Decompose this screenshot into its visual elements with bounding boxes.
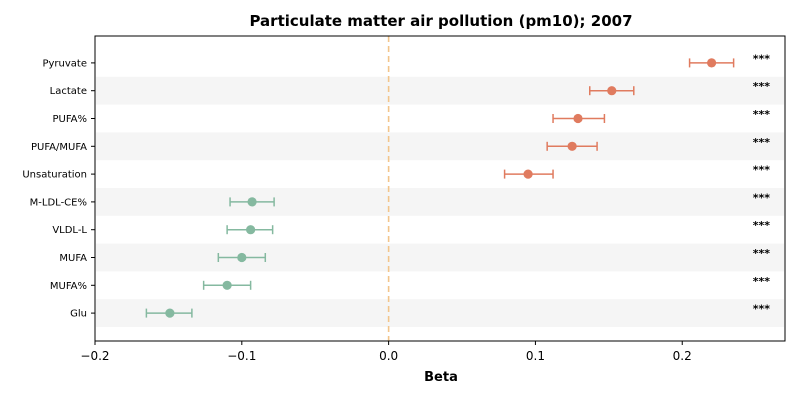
y-axis-tick-labels: Pyruvate Lactate PUFA% PUFA/MUFA Unsaturatio… (22, 58, 95, 320)
y-tick-label: MUFA (59, 253, 87, 264)
y-tick-label: Pyruvate (42, 58, 87, 69)
x-tick-label: −0.1 (227, 349, 256, 363)
estimate-vldl-l (226, 225, 274, 235)
estimate-unsaturation (503, 169, 554, 179)
x-tick-label: 0.0 (379, 349, 398, 363)
significance-label: *** (753, 275, 771, 288)
estimate-m-ldl-ce- (229, 197, 275, 207)
x-tick-label: 0.1 (526, 349, 545, 363)
estimate-lactate (588, 86, 635, 96)
estimate-pufa- (552, 113, 606, 124)
y-tick-label: M-LDL-CE% (30, 197, 87, 208)
estimate-pyruvate (688, 58, 735, 68)
row-stripe (96, 132, 784, 161)
estimate-markers (145, 58, 735, 318)
point-estimate (237, 252, 247, 263)
estimate-pufa-mufa (546, 141, 598, 151)
row-stripe (96, 243, 784, 272)
significance-label: *** (753, 247, 771, 260)
point-estimate (706, 58, 717, 68)
point-estimate (607, 86, 617, 96)
significance-label: *** (753, 303, 771, 316)
significance-label: *** (753, 164, 771, 177)
x-axis-ticks: −0.2 −0.1 0.0 0.1 0.2 (80, 341, 692, 363)
point-estimate (567, 141, 577, 151)
y-tick-label: Unsaturation (22, 170, 87, 181)
significance-label: *** (753, 108, 771, 121)
estimate-mufa- (202, 280, 252, 290)
row-stripe (96, 188, 784, 216)
y-tick-label: VLDL-L (52, 225, 87, 236)
y-tick-label: Lactate (50, 86, 87, 97)
chart-title: Particulate matter air pollution (pm10);… (249, 12, 632, 30)
y-tick-label: PUFA% (52, 114, 87, 125)
x-tick-label: −0.2 (80, 349, 109, 363)
significance-label: *** (753, 219, 771, 232)
x-tick-label: 0.2 (673, 349, 692, 363)
y-tick-label: Glu (70, 309, 87, 320)
estimate-mufa (217, 252, 267, 263)
point-estimate (247, 197, 257, 207)
row-stripe (96, 76, 784, 105)
point-estimate (222, 280, 232, 290)
point-estimate (573, 113, 583, 124)
significance-label: *** (753, 136, 771, 149)
y-tick-label: PUFA/MUFA (31, 142, 87, 153)
significance-label: *** (753, 191, 771, 204)
point-estimate (246, 225, 256, 235)
point-estimate (165, 308, 175, 318)
plot-frame (94, 35, 786, 342)
estimate-glu (145, 308, 193, 318)
significance-label: *** (753, 52, 771, 65)
significance-label: *** (753, 80, 771, 93)
y-tick-label: MUFA% (50, 281, 87, 292)
row-stripe (96, 299, 784, 327)
x-axis-label: Beta (424, 370, 458, 385)
row-stripes (96, 76, 784, 327)
significance-labels: *** *** *** *** *** *** *** *** *** *** (753, 52, 771, 315)
point-estimate (523, 169, 533, 179)
